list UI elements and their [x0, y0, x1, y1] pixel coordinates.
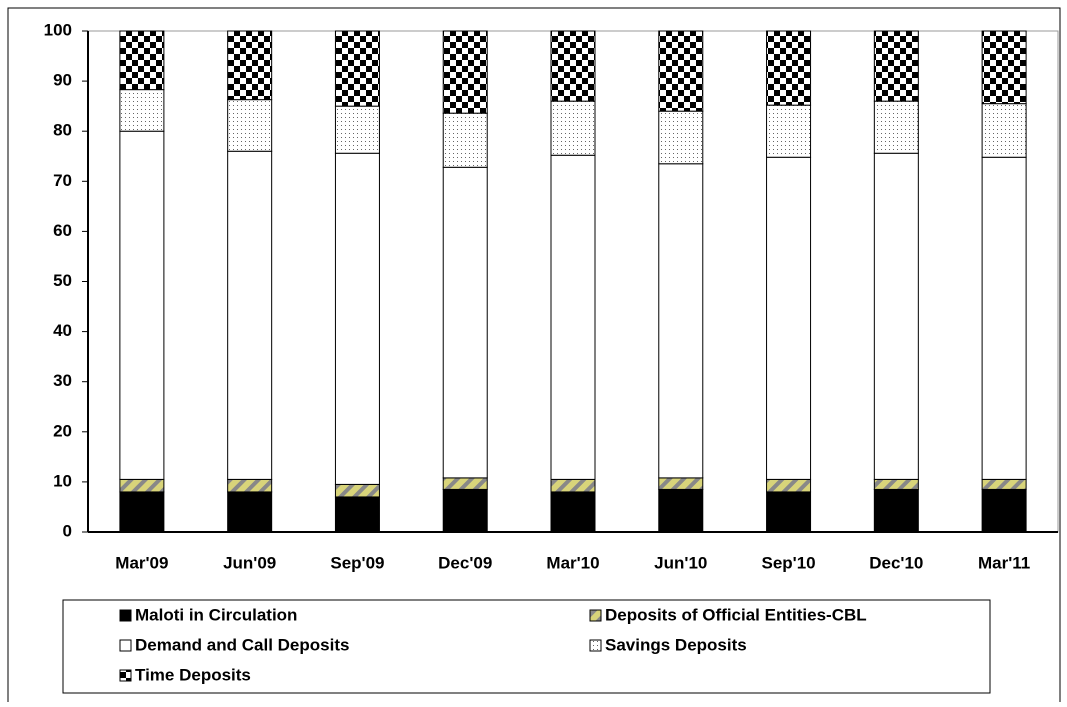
x-tick-label: Sep'10: [761, 553, 815, 572]
y-tick-label: 80: [53, 121, 72, 140]
legend-label: Maloti in Circulation: [135, 605, 297, 624]
y-tick-label: 100: [44, 20, 72, 39]
bar-segment: [119, 491, 165, 533]
y-tick-label: 10: [53, 471, 72, 490]
legend-label: Time Deposits: [135, 665, 251, 684]
bar-segment: [981, 156, 1027, 480]
bar-segment: [442, 112, 488, 168]
x-tick-label: Jun'09: [223, 553, 276, 572]
bar-segment: [119, 30, 165, 91]
y-tick-label: 70: [53, 171, 72, 190]
bar-segment: [550, 491, 596, 533]
legend-box: [62, 599, 991, 694]
bar-segment: [334, 30, 380, 107]
bar-segment: [119, 478, 165, 493]
bar-segment: [442, 488, 488, 533]
bar-segment: [981, 103, 1027, 158]
bar-segment: [766, 478, 812, 493]
bar-segment: [981, 30, 1027, 105]
y-tick-label: 50: [53, 271, 72, 290]
y-tick-label: 0: [63, 521, 72, 540]
bar-segment: [873, 488, 919, 533]
bar-segment: [119, 89, 165, 132]
bar-segment: [550, 30, 596, 102]
bar-segment: [334, 152, 380, 485]
x-tick-label: Dec'09: [438, 553, 492, 572]
bar-segment: [227, 491, 273, 533]
bar-segment: [227, 30, 273, 101]
bar-segment: [227, 99, 273, 152]
y-tick-label: 60: [53, 221, 72, 240]
bar-segment: [766, 104, 812, 158]
y-tick-label: 20: [53, 421, 72, 440]
legend-label: Deposits of Official Entities-CBL: [605, 605, 867, 624]
bar-segment: [658, 477, 704, 490]
y-tick-label: 40: [53, 321, 72, 340]
bar-segment: [766, 491, 812, 533]
y-tick-label: 90: [53, 71, 72, 90]
bar-segment: [442, 477, 488, 490]
bar-segment: [442, 166, 488, 479]
bar-segment: [550, 478, 596, 493]
x-tick-label: Mar'09: [115, 553, 168, 572]
y-tick-label: 30: [53, 371, 72, 390]
bar-segment: [873, 30, 919, 102]
bar-segment: [119, 130, 165, 480]
bar-segment: [227, 478, 273, 493]
bar-segment: [550, 100, 596, 156]
x-tick-label: Sep'09: [330, 553, 384, 572]
legend-swatch: [119, 609, 132, 622]
legend-swatch: [119, 639, 132, 652]
bar-segment: [658, 488, 704, 533]
bar-segment: [981, 478, 1027, 490]
bar-segment: [227, 150, 273, 480]
x-tick-label: Dec'10: [869, 553, 923, 572]
bar-segment: [658, 30, 704, 112]
bar-segment: [658, 110, 704, 165]
bar-segment: [334, 105, 380, 154]
x-tick-label: Mar'10: [546, 553, 599, 572]
x-tick-label: Mar'11: [978, 553, 1030, 572]
bar-segment: [658, 163, 704, 479]
legend-swatch: [589, 609, 602, 622]
legend-swatch: [119, 669, 132, 682]
bar-segment: [442, 30, 488, 114]
bar-segment: [981, 488, 1027, 533]
bar-segment: [550, 154, 596, 480]
bar-segment: [873, 478, 919, 490]
legend-label: Demand and Call Deposits: [135, 635, 349, 654]
x-tick-label: Jun'10: [654, 553, 707, 572]
bar-segment: [873, 152, 919, 480]
legend-label: Savings Deposits: [605, 635, 747, 654]
bar-segment: [766, 30, 812, 106]
bar-segment: [873, 100, 919, 154]
chart-frame: [7, 7, 1061, 702]
bar-segment: [766, 156, 812, 480]
bar-segment: [334, 483, 380, 498]
legend-swatch: [589, 639, 602, 652]
bar-segment: [334, 496, 380, 533]
